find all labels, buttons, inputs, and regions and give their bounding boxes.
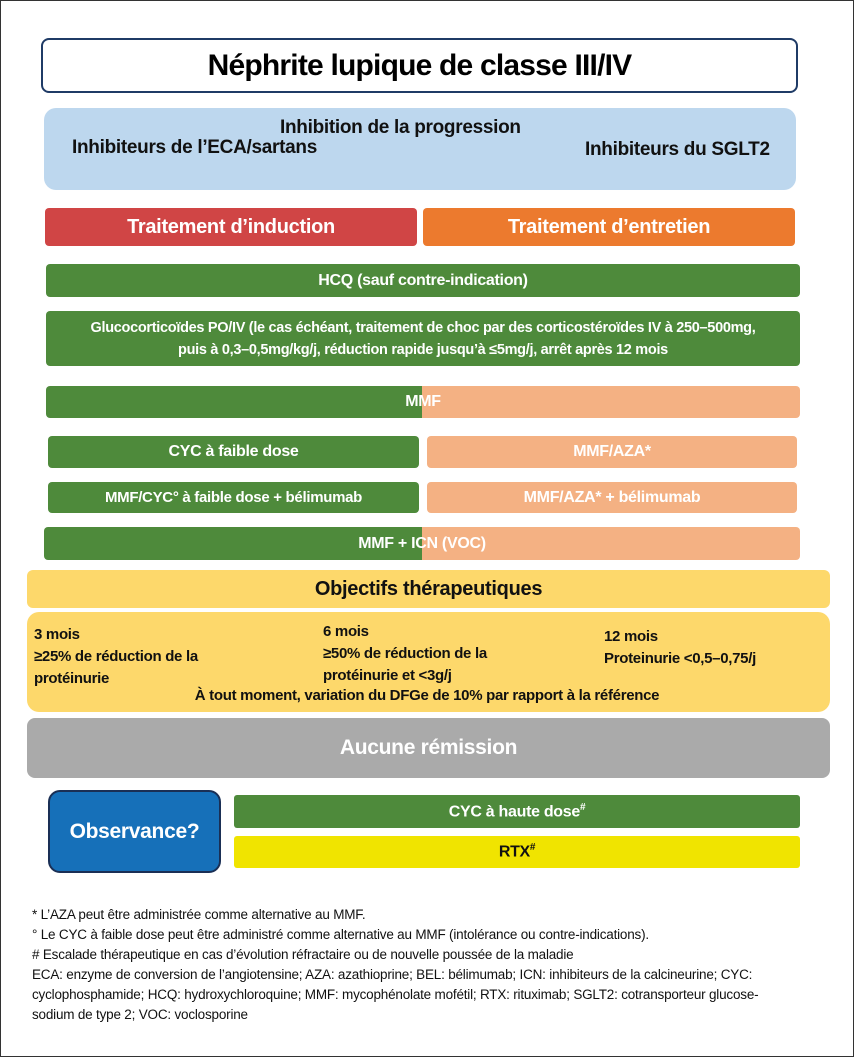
- escalation-bar: RTX#: [234, 836, 800, 868]
- goal: 6 mois ≥50% de réduction de la protéinur…: [323, 621, 487, 687]
- title-box: Néphrite lupique de classe III/IV: [41, 38, 798, 93]
- glucocorticoid-line: Glucocorticoïdes PO/IV (le cas échéant, …: [90, 319, 756, 336]
- footnote: # Escalade thérapeutique en cas d’évolut…: [32, 947, 574, 962]
- maintenance-option-label: MMF/AZA*: [573, 443, 651, 460]
- goal-line: protéinurie: [34, 670, 110, 687]
- goal: 12 mois Proteinurie <0,5–0,75/j: [604, 626, 756, 670]
- maintenance-option: MMF/AZA*: [427, 436, 797, 468]
- induction-option-label: MMF/CYC° à faible dose + bélimumab: [104, 489, 363, 506]
- maintenance-label: Traitement d’entretien: [507, 215, 711, 238]
- glucocorticoid-bar: Glucocorticoïdes PO/IV (le cas échéant, …: [46, 311, 800, 366]
- induction-label: Traitement d’induction: [127, 215, 335, 238]
- mmf-bar: MMF: [46, 386, 800, 418]
- no-remission-box: Aucune rémission: [27, 718, 830, 778]
- hcq-bar: HCQ (sauf contre-indication): [46, 264, 800, 297]
- goal-line: Proteinurie <0,5–0,75/j: [604, 650, 756, 667]
- progression-right: Inhibiteurs du SGLT2: [585, 139, 770, 160]
- footnote: * L’AZA peut être administrée comme alte…: [32, 907, 366, 922]
- maintenance-header: Traitement d’entretien: [423, 208, 795, 246]
- mmf-icn-bar: MMF + ICN (VOC): [44, 527, 800, 560]
- escalation-label: CYC à haute dose#: [449, 802, 586, 821]
- induction-option-label: CYC à faible dose: [168, 443, 299, 460]
- adherence: Observance?: [69, 819, 200, 843]
- goals-header: Objectifs thérapeutiques: [27, 570, 830, 608]
- escalation-bar: CYC à haute dose#: [234, 795, 800, 828]
- progression-box: [44, 108, 796, 190]
- glucocorticoid-line: puis à 0,3–0,5mg/kg/j, réduction rapide …: [178, 341, 668, 358]
- footnote: ECA: enzyme de conversion de l’angiotens…: [32, 967, 753, 982]
- goal-time: 6 mois: [323, 623, 369, 640]
- induction-option: MMF/CYC° à faible dose + bélimumab: [48, 482, 419, 513]
- escalation-sup: #: [529, 842, 536, 854]
- escalation-sup: #: [579, 801, 586, 813]
- footnote: cyclophosphamide; HCQ: hydroxychloroquin…: [32, 987, 759, 1002]
- goal-line: protéinurie et <3g/j: [323, 667, 452, 684]
- escalation-text: RTX: [498, 843, 530, 861]
- title: Néphrite lupique de classe III/IV: [207, 48, 633, 82]
- escalation-text: CYC à haute dose: [448, 803, 581, 821]
- goals-box: [27, 612, 830, 712]
- footnote: ° Le CYC à faible dose peut être adminis…: [32, 927, 649, 942]
- goal-time: 12 mois: [604, 628, 658, 645]
- footnote: sodium de type 2; VOC: voclosporine: [32, 1007, 248, 1022]
- progression-heading: Inhibition de la progression: [280, 117, 521, 138]
- goal-time: 3 mois: [34, 626, 80, 643]
- goals-anytime: À tout moment, variation du DFGe de 10% …: [194, 687, 660, 704]
- maintenance-option: MMF/AZA* + bélimumab: [427, 482, 797, 513]
- escalation-label: RTX#: [498, 842, 536, 861]
- goal-line: ≥25% de réduction de la: [34, 648, 198, 665]
- progression-left: Inhibiteurs de l’ECA/sartans: [72, 137, 317, 158]
- goal-line: ≥50% de réduction de la: [323, 645, 487, 662]
- hcq-label: HCQ (sauf contre-indication): [318, 271, 528, 289]
- goals-heading: Objectifs thérapeutiques: [314, 577, 543, 600]
- adherence-box: Observance?: [48, 790, 221, 873]
- mmf-icn-label: MMF + ICN (VOC): [358, 534, 486, 552]
- induction-header: Traitement d’induction: [45, 208, 417, 246]
- maintenance-option-label: MMF/AZA* + bélimumab: [523, 488, 701, 506]
- no-remission: Aucune rémission: [339, 736, 518, 759]
- mmf-label: MMF: [405, 393, 441, 410]
- induction-option: CYC à faible dose: [48, 436, 419, 468]
- goal: 3 mois ≥25% de réduction de la protéinur…: [34, 624, 198, 690]
